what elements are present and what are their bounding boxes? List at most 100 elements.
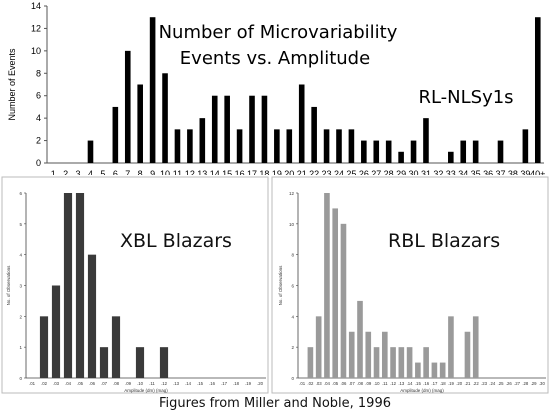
y-tick-label: 4 bbox=[291, 314, 294, 319]
x-tick-label: .12 bbox=[390, 381, 397, 386]
x-axis-label: Amplitude (dm) (mag) bbox=[400, 388, 444, 393]
x-tick-label: .10 bbox=[137, 381, 144, 386]
bar-27 bbox=[373, 140, 380, 163]
x-tick-label: .08 bbox=[113, 381, 120, 386]
x-tick-label: .14 bbox=[407, 381, 414, 386]
chart-annotation: RL-NLSy1s bbox=[418, 87, 513, 108]
x-tick-label: .07 bbox=[349, 381, 356, 386]
x-tick-label: 5 bbox=[100, 169, 105, 175]
x-tick-label: 36 bbox=[483, 169, 493, 175]
bar-10 bbox=[162, 73, 168, 163]
x-tick-label: .16 bbox=[423, 381, 430, 386]
y-tick-label: 4 bbox=[36, 113, 41, 123]
x-tick-label: 33 bbox=[446, 169, 456, 175]
bar-.05 bbox=[75, 193, 85, 378]
bar-20 bbox=[286, 129, 293, 163]
bar-.07 bbox=[99, 347, 109, 378]
x-tick-label: .15 bbox=[415, 381, 422, 386]
x-tick-label: .02 bbox=[41, 381, 48, 386]
bar-16 bbox=[236, 129, 243, 163]
bar-30 bbox=[410, 140, 417, 163]
x-tick-label: 23 bbox=[322, 169, 332, 175]
x-tick-label: .09 bbox=[365, 381, 372, 386]
y-tick-label: 1 bbox=[19, 345, 22, 350]
bar-.10 bbox=[135, 347, 145, 378]
x-tick-label: .14 bbox=[185, 381, 192, 386]
bar-.04 bbox=[63, 193, 73, 378]
chart-title: Number of Microvariability bbox=[159, 22, 398, 43]
chart-title: XBL Blazars bbox=[120, 230, 232, 252]
x-tick-label: .13 bbox=[398, 381, 405, 386]
y-tick-label: 8 bbox=[36, 68, 41, 78]
x-tick-label: 40+ bbox=[530, 169, 545, 175]
x-tick-label: .04 bbox=[65, 381, 72, 386]
x-tick-label: .18 bbox=[440, 381, 447, 386]
x-tick-label: 27 bbox=[371, 169, 381, 175]
bar-24 bbox=[336, 129, 342, 163]
bar-.13 bbox=[398, 347, 405, 378]
x-tick-label: .23 bbox=[481, 381, 488, 386]
x-tick-label: 13 bbox=[197, 169, 207, 175]
bar-.07 bbox=[348, 331, 355, 378]
x-tick-label: 10 bbox=[160, 169, 170, 175]
x-tick-label: .08 bbox=[357, 381, 364, 386]
y-tick-label: 12 bbox=[289, 191, 295, 196]
y-tick-label: 2 bbox=[36, 136, 41, 146]
x-tick-label: 4 bbox=[88, 169, 93, 175]
bar-11 bbox=[174, 129, 181, 163]
x-tick-label: .15 bbox=[197, 381, 204, 386]
bar-21 bbox=[298, 84, 305, 163]
bar-13 bbox=[199, 118, 206, 163]
x-tick-label: .17 bbox=[221, 381, 228, 386]
x-tick-label: .10 bbox=[374, 381, 381, 386]
x-tick-label: 2 bbox=[63, 169, 68, 175]
x-tick-label: .20 bbox=[456, 381, 463, 386]
bar-40+ bbox=[534, 17, 541, 164]
x-tick-label: .27 bbox=[514, 381, 521, 386]
y-tick-label: 2 bbox=[291, 345, 294, 350]
bar-.05 bbox=[332, 208, 339, 378]
bar-6 bbox=[112, 106, 119, 163]
x-tick-label: .05 bbox=[332, 381, 339, 386]
bar-15 bbox=[224, 95, 230, 163]
x-tick-label: 11 bbox=[173, 169, 182, 175]
bar-.21 bbox=[464, 331, 471, 378]
bar-19 bbox=[274, 129, 280, 163]
x-tick-label: .29 bbox=[531, 381, 538, 386]
x-tick-label: .17 bbox=[431, 381, 438, 386]
x-tick-label: 19 bbox=[272, 169, 282, 175]
x-tick-label: .11 bbox=[382, 381, 388, 386]
bar-.08 bbox=[111, 316, 121, 378]
x-tick-label: .16 bbox=[209, 381, 216, 386]
bar-14 bbox=[211, 95, 218, 163]
x-tick-label: 37 bbox=[496, 169, 506, 175]
bar-.22 bbox=[472, 316, 479, 378]
x-tick-label: 12 bbox=[185, 169, 195, 175]
x-tick-label: 3 bbox=[76, 169, 81, 175]
x-tick-label: .03 bbox=[316, 381, 323, 386]
chart-title: RBL Blazars bbox=[388, 230, 500, 252]
x-tick-label: .22 bbox=[473, 381, 480, 386]
bar-26 bbox=[361, 140, 367, 163]
x-tick-label: .19 bbox=[448, 381, 455, 386]
bar-.02 bbox=[307, 347, 314, 378]
x-tick-label: 24 bbox=[334, 169, 344, 175]
x-tick-label: .25 bbox=[498, 381, 505, 386]
bar-28 bbox=[385, 140, 392, 163]
y-tick-label: 12 bbox=[31, 23, 41, 33]
x-tick-label: 35 bbox=[471, 169, 481, 175]
x-tick-label: .02 bbox=[307, 381, 314, 386]
x-tick-label: 8 bbox=[138, 169, 143, 175]
y-tick-label: 3 bbox=[19, 284, 22, 289]
x-tick-label: .01 bbox=[29, 381, 36, 386]
x-tick-label: .18 bbox=[233, 381, 240, 386]
bar-8 bbox=[137, 84, 143, 163]
x-tick-label: .19 bbox=[245, 381, 252, 386]
bar-.19 bbox=[448, 316, 454, 378]
y-tick-label: 5 bbox=[19, 222, 22, 227]
bar-18 bbox=[261, 95, 268, 163]
figure-caption: Figures from Miller and Noble, 1996 bbox=[159, 396, 391, 411]
bar-.15 bbox=[415, 362, 421, 378]
y-tick-label: 6 bbox=[36, 91, 41, 101]
